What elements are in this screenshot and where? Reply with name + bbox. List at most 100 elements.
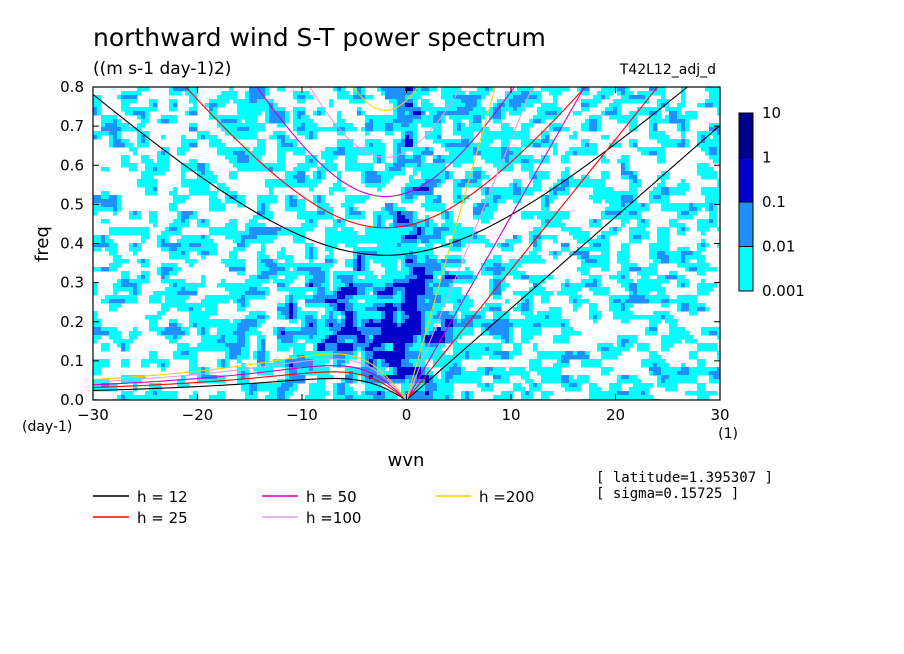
- power-cell: [461, 131, 466, 136]
- power-cell: [449, 103, 454, 108]
- power-cell: [369, 319, 374, 324]
- power-cell: [173, 223, 178, 228]
- power-cell: [657, 299, 662, 304]
- power-cell: [621, 211, 626, 216]
- power-cell: [369, 323, 374, 328]
- power-cell: [453, 187, 458, 192]
- power-cell: [365, 267, 370, 272]
- power-cell: [325, 311, 330, 316]
- power-cell: [537, 255, 542, 260]
- power-cell: [465, 103, 470, 108]
- power-cell: [577, 267, 582, 272]
- power-cell: [117, 139, 122, 144]
- power-cell: [373, 159, 378, 164]
- power-cell: [493, 115, 498, 120]
- power-cell: [437, 227, 442, 232]
- power-cell: [385, 251, 390, 256]
- power-cell: [153, 291, 158, 296]
- power-cell: [261, 263, 266, 268]
- power-cell: [453, 295, 458, 300]
- power-cell: [189, 179, 194, 184]
- power-cell: [297, 107, 302, 112]
- power-cell: [573, 151, 578, 156]
- power-cell: [681, 143, 686, 148]
- power-cell: [541, 287, 546, 292]
- power-cell: [585, 299, 590, 304]
- power-cell: [661, 143, 666, 148]
- power-cell: [705, 139, 710, 144]
- power-cell: [677, 223, 682, 228]
- power-cell: [325, 283, 330, 288]
- power-cell: [625, 255, 630, 260]
- power-cell: [481, 107, 486, 112]
- power-cell: [717, 199, 720, 204]
- power-cell: [113, 119, 118, 124]
- power-cell: [193, 283, 198, 288]
- power-cell: [441, 179, 446, 184]
- power-cell: [685, 115, 690, 120]
- power-cell: [301, 107, 306, 112]
- power-cell: [529, 299, 534, 304]
- power-cell: [569, 179, 574, 184]
- power-cell: [301, 167, 306, 172]
- power-cell: [209, 239, 214, 244]
- power-cell: [329, 255, 334, 260]
- power-cell: [589, 119, 594, 124]
- power-cell: [501, 107, 506, 112]
- power-cell: [417, 183, 422, 188]
- power-cell: [241, 235, 246, 240]
- power-cell: [157, 267, 162, 272]
- power-cell: [657, 155, 662, 160]
- power-cell: [457, 179, 462, 184]
- power-cell: [305, 295, 310, 300]
- power-cell: [137, 91, 142, 96]
- power-cell: [281, 279, 286, 284]
- power-cell: [597, 187, 602, 192]
- power-cell: [149, 171, 154, 176]
- power-cell: [381, 279, 386, 284]
- power-cell: [405, 283, 410, 288]
- power-cell: [429, 183, 434, 188]
- power-cell: [305, 219, 310, 224]
- power-cell: [533, 99, 538, 104]
- power-cell: [413, 127, 418, 132]
- power-cell: [529, 211, 534, 216]
- power-cell: [369, 119, 374, 124]
- power-cell: [557, 219, 562, 224]
- power-cell: [369, 303, 374, 308]
- power-cell: [689, 295, 694, 300]
- power-cell: [241, 299, 246, 304]
- power-cell: [305, 119, 310, 124]
- power-cell: [121, 163, 126, 168]
- power-cell: [509, 259, 514, 264]
- power-cell: [277, 87, 282, 92]
- power-cell: [677, 211, 682, 216]
- power-cell: [389, 119, 394, 124]
- power-cell: [393, 271, 398, 276]
- power-cell: [501, 263, 506, 268]
- power-cell: [593, 307, 598, 312]
- power-cell: [485, 155, 490, 160]
- power-cell: [181, 295, 186, 300]
- power-cell: [593, 147, 598, 152]
- power-cell: [409, 259, 414, 264]
- power-cell: [117, 203, 122, 208]
- chart-subtitle: ((m s-1 day-1)2): [93, 59, 231, 79]
- power-cell: [521, 291, 526, 296]
- power-cell: [633, 111, 638, 116]
- power-cell: [209, 307, 214, 312]
- power-cell: [137, 215, 142, 220]
- power-cell: [189, 159, 194, 164]
- power-cell: [409, 155, 414, 160]
- power-cell: [393, 99, 398, 104]
- power-cell: [157, 295, 162, 300]
- power-cell: [165, 235, 170, 240]
- power-cell: [405, 131, 410, 136]
- power-cell: [633, 195, 638, 200]
- power-cell: [409, 195, 414, 200]
- power-cell: [329, 147, 334, 152]
- power-cell: [457, 307, 462, 312]
- power-cell: [581, 183, 586, 188]
- power-cell: [501, 267, 506, 272]
- power-cell: [645, 315, 650, 320]
